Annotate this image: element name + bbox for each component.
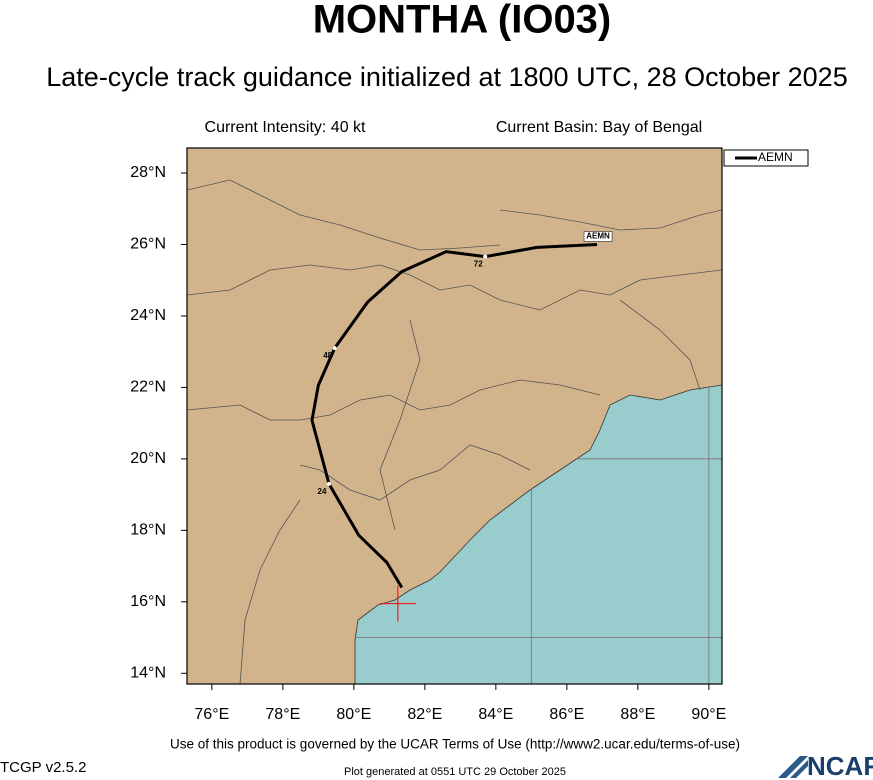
legend: AEMN [723,149,809,167]
border [187,379,601,421]
y-tick-label: 24°N [130,307,166,324]
map [187,148,722,684]
x-tick-label: 80°E [336,706,371,723]
hour-label: 24 [318,487,327,496]
hour-dot [332,346,337,351]
track-end-box [583,231,613,242]
x-tick-label: 86°E [549,706,584,723]
hour-label: 72 [474,260,483,269]
track-end-text: AEMN [586,232,610,241]
border [499,209,722,231]
y-tick-label: 20°N [130,450,166,467]
tracks: AEMN 24 48 72 [310,231,613,622]
logo-mark [778,756,808,778]
x-tick-label: 78°E [265,706,300,723]
logo: NCAR [807,751,873,780]
hour-dot [327,481,332,486]
version: TCGP v2.5.2 [0,759,86,776]
hour-label: 48 [323,351,332,360]
footer: Use of this product is governed by the U… [170,737,740,752]
x-tick-label: 88°E [620,706,655,723]
legend-box [723,149,809,167]
y-tick-label: 26°N [130,236,166,253]
x-tick-label: 76°E [194,706,229,723]
y-tick-label: 28°N [130,164,166,181]
x-tick-label: 90°E [691,706,726,723]
hour-dot [483,254,488,259]
annotation: Current Basin: Bay of Bengal [496,119,702,136]
borders [187,179,722,684]
plot-frame [186,147,723,685]
y-tick-label: 22°N [130,379,166,396]
legend-label: AEMN [758,150,793,164]
border [187,264,722,311]
border [239,499,301,684]
y-tick-label: 18°N [130,522,166,539]
border [379,319,421,531]
y-tick-label: 16°N [130,593,166,610]
chart-subtitle: Late-cycle track guidance initialized at… [46,62,847,92]
x-tick-label: 84°E [478,706,513,723]
border [187,179,501,251]
border [619,299,701,391]
y-tick-label: 14°N [130,664,166,681]
x-tick-label: 82°E [407,706,442,723]
track-end-label: AEMN [583,231,613,242]
chart-title: MONTHA (IO03) [313,0,612,42]
generated: Plot generated at 0551 UTC 29 October 20… [344,766,566,778]
border [299,444,531,501]
annotation: Current Intensity: 40 kt [205,119,367,136]
